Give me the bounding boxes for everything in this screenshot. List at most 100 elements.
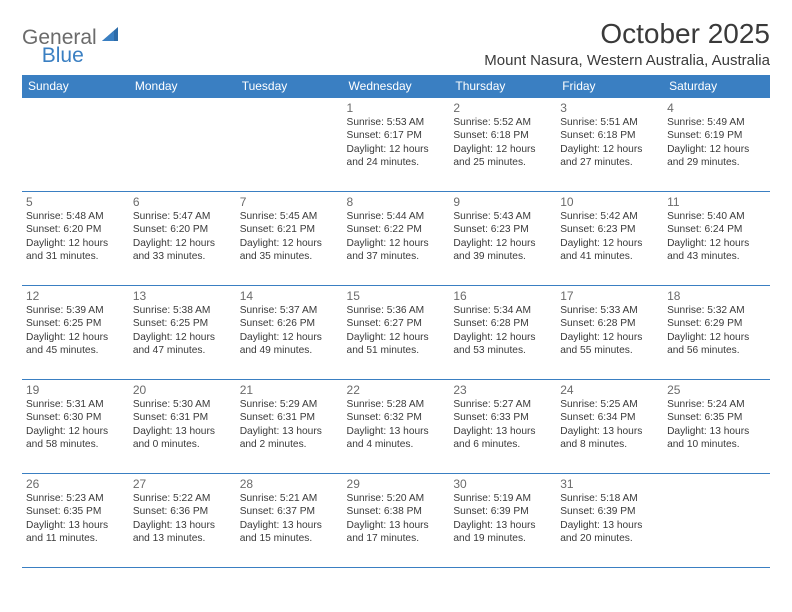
day-number: 10 <box>560 195 659 209</box>
day-number: 3 <box>560 101 659 115</box>
calendar-week-row: 26Sunrise: 5:23 AMSunset: 6:35 PMDayligh… <box>22 474 770 568</box>
calendar-cell: 11Sunrise: 5:40 AMSunset: 6:24 PMDayligh… <box>663 192 770 286</box>
calendar-week-row: 19Sunrise: 5:31 AMSunset: 6:30 PMDayligh… <box>22 380 770 474</box>
calendar-cell: 21Sunrise: 5:29 AMSunset: 6:31 PMDayligh… <box>236 380 343 474</box>
day-number: 28 <box>240 477 339 491</box>
day-number: 31 <box>560 477 659 491</box>
day-info: Sunrise: 5:42 AMSunset: 6:23 PMDaylight:… <box>560 210 659 264</box>
day-info: Sunrise: 5:43 AMSunset: 6:23 PMDaylight:… <box>453 210 552 264</box>
calendar-cell: 5Sunrise: 5:48 AMSunset: 6:20 PMDaylight… <box>22 192 129 286</box>
day-info: Sunrise: 5:24 AMSunset: 6:35 PMDaylight:… <box>667 398 766 452</box>
day-info: Sunrise: 5:34 AMSunset: 6:28 PMDaylight:… <box>453 304 552 358</box>
day-info: Sunrise: 5:30 AMSunset: 6:31 PMDaylight:… <box>133 398 232 452</box>
day-info: Sunrise: 5:45 AMSunset: 6:21 PMDaylight:… <box>240 210 339 264</box>
calendar-cell <box>22 98 129 192</box>
calendar-cell: 12Sunrise: 5:39 AMSunset: 6:25 PMDayligh… <box>22 286 129 380</box>
day-info: Sunrise: 5:31 AMSunset: 6:30 PMDaylight:… <box>26 398 125 452</box>
month-title: October 2025 <box>484 18 770 50</box>
day-header: Thursday <box>449 75 556 98</box>
day-info: Sunrise: 5:32 AMSunset: 6:29 PMDaylight:… <box>667 304 766 358</box>
day-info: Sunrise: 5:44 AMSunset: 6:22 PMDaylight:… <box>347 210 446 264</box>
calendar-cell: 14Sunrise: 5:37 AMSunset: 6:26 PMDayligh… <box>236 286 343 380</box>
day-number: 24 <box>560 383 659 397</box>
day-number: 23 <box>453 383 552 397</box>
day-info: Sunrise: 5:49 AMSunset: 6:19 PMDaylight:… <box>667 116 766 170</box>
day-header: Sunday <box>22 75 129 98</box>
day-number: 30 <box>453 477 552 491</box>
calendar-cell: 20Sunrise: 5:30 AMSunset: 6:31 PMDayligh… <box>129 380 236 474</box>
day-number: 17 <box>560 289 659 303</box>
calendar-cell: 10Sunrise: 5:42 AMSunset: 6:23 PMDayligh… <box>556 192 663 286</box>
day-number: 21 <box>240 383 339 397</box>
calendar-cell: 22Sunrise: 5:28 AMSunset: 6:32 PMDayligh… <box>343 380 450 474</box>
day-info: Sunrise: 5:39 AMSunset: 6:25 PMDaylight:… <box>26 304 125 358</box>
day-number: 4 <box>667 101 766 115</box>
day-number: 14 <box>240 289 339 303</box>
calendar-header-row: SundayMondayTuesdayWednesdayThursdayFrid… <box>22 75 770 98</box>
calendar-cell: 15Sunrise: 5:36 AMSunset: 6:27 PMDayligh… <box>343 286 450 380</box>
day-info: Sunrise: 5:20 AMSunset: 6:38 PMDaylight:… <box>347 492 446 546</box>
sail-icon <box>102 27 124 50</box>
calendar-cell: 8Sunrise: 5:44 AMSunset: 6:22 PMDaylight… <box>343 192 450 286</box>
calendar-cell: 16Sunrise: 5:34 AMSunset: 6:28 PMDayligh… <box>449 286 556 380</box>
day-number: 25 <box>667 383 766 397</box>
day-info: Sunrise: 5:33 AMSunset: 6:28 PMDaylight:… <box>560 304 659 358</box>
day-info: Sunrise: 5:53 AMSunset: 6:17 PMDaylight:… <box>347 116 446 170</box>
calendar-cell: 1Sunrise: 5:53 AMSunset: 6:17 PMDaylight… <box>343 98 450 192</box>
calendar-cell: 24Sunrise: 5:25 AMSunset: 6:34 PMDayligh… <box>556 380 663 474</box>
calendar-cell: 27Sunrise: 5:22 AMSunset: 6:36 PMDayligh… <box>129 474 236 568</box>
day-info: Sunrise: 5:52 AMSunset: 6:18 PMDaylight:… <box>453 116 552 170</box>
calendar-cell <box>129 98 236 192</box>
day-number: 26 <box>26 477 125 491</box>
day-header: Wednesday <box>343 75 450 98</box>
day-info: Sunrise: 5:23 AMSunset: 6:35 PMDaylight:… <box>26 492 125 546</box>
day-info: Sunrise: 5:29 AMSunset: 6:31 PMDaylight:… <box>240 398 339 452</box>
day-header: Friday <box>556 75 663 98</box>
day-info: Sunrise: 5:19 AMSunset: 6:39 PMDaylight:… <box>453 492 552 546</box>
calendar-week-row: 1Sunrise: 5:53 AMSunset: 6:17 PMDaylight… <box>22 98 770 192</box>
calendar-cell: 7Sunrise: 5:45 AMSunset: 6:21 PMDaylight… <box>236 192 343 286</box>
day-number: 27 <box>133 477 232 491</box>
day-info: Sunrise: 5:48 AMSunset: 6:20 PMDaylight:… <box>26 210 125 264</box>
day-info: Sunrise: 5:37 AMSunset: 6:26 PMDaylight:… <box>240 304 339 358</box>
calendar-week-row: 12Sunrise: 5:39 AMSunset: 6:25 PMDayligh… <box>22 286 770 380</box>
calendar-cell: 13Sunrise: 5:38 AMSunset: 6:25 PMDayligh… <box>129 286 236 380</box>
day-number: 29 <box>347 477 446 491</box>
day-info: Sunrise: 5:22 AMSunset: 6:36 PMDaylight:… <box>133 492 232 546</box>
day-info: Sunrise: 5:51 AMSunset: 6:18 PMDaylight:… <box>560 116 659 170</box>
day-info: Sunrise: 5:18 AMSunset: 6:39 PMDaylight:… <box>560 492 659 546</box>
title-block: October 2025 Mount Nasura, Western Austr… <box>484 18 770 69</box>
day-header: Monday <box>129 75 236 98</box>
day-info: Sunrise: 5:38 AMSunset: 6:25 PMDaylight:… <box>133 304 232 358</box>
day-info: Sunrise: 5:47 AMSunset: 6:20 PMDaylight:… <box>133 210 232 264</box>
day-info: Sunrise: 5:36 AMSunset: 6:27 PMDaylight:… <box>347 304 446 358</box>
day-number: 16 <box>453 289 552 303</box>
calendar-cell: 4Sunrise: 5:49 AMSunset: 6:19 PMDaylight… <box>663 98 770 192</box>
calendar-cell: 31Sunrise: 5:18 AMSunset: 6:39 PMDayligh… <box>556 474 663 568</box>
calendar-cell: 29Sunrise: 5:20 AMSunset: 6:38 PMDayligh… <box>343 474 450 568</box>
day-number: 5 <box>26 195 125 209</box>
day-number: 19 <box>26 383 125 397</box>
day-info: Sunrise: 5:27 AMSunset: 6:33 PMDaylight:… <box>453 398 552 452</box>
calendar-cell: 9Sunrise: 5:43 AMSunset: 6:23 PMDaylight… <box>449 192 556 286</box>
calendar-cell: 25Sunrise: 5:24 AMSunset: 6:35 PMDayligh… <box>663 380 770 474</box>
calendar-cell: 6Sunrise: 5:47 AMSunset: 6:20 PMDaylight… <box>129 192 236 286</box>
day-number: 20 <box>133 383 232 397</box>
day-info: Sunrise: 5:25 AMSunset: 6:34 PMDaylight:… <box>560 398 659 452</box>
day-number: 1 <box>347 101 446 115</box>
day-header: Tuesday <box>236 75 343 98</box>
day-number: 6 <box>133 195 232 209</box>
calendar-cell: 18Sunrise: 5:32 AMSunset: 6:29 PMDayligh… <box>663 286 770 380</box>
day-number: 2 <box>453 101 552 115</box>
header: General Blue October 2025 Mount Nasura, … <box>22 18 770 69</box>
day-number: 13 <box>133 289 232 303</box>
day-number: 15 <box>347 289 446 303</box>
calendar-cell: 17Sunrise: 5:33 AMSunset: 6:28 PMDayligh… <box>556 286 663 380</box>
day-info: Sunrise: 5:40 AMSunset: 6:24 PMDaylight:… <box>667 210 766 264</box>
day-number: 11 <box>667 195 766 209</box>
day-header: Saturday <box>663 75 770 98</box>
calendar-cell: 2Sunrise: 5:52 AMSunset: 6:18 PMDaylight… <box>449 98 556 192</box>
logo-text-blue: Blue <box>42 44 84 68</box>
calendar-cell: 23Sunrise: 5:27 AMSunset: 6:33 PMDayligh… <box>449 380 556 474</box>
calendar-table: SundayMondayTuesdayWednesdayThursdayFrid… <box>22 75 770 568</box>
